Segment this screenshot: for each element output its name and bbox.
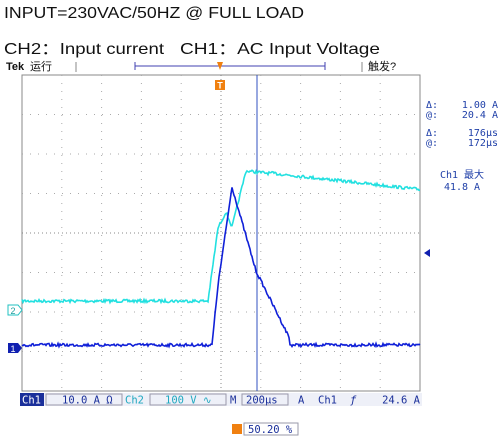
box xyxy=(45,393,123,406)
status-timebase: 200µs xyxy=(246,395,278,407)
grid xyxy=(22,75,420,391)
ch1-marker-box xyxy=(8,343,22,353)
trigger-marker-box xyxy=(215,80,225,90)
ch1-caption: CH1：AC Input Voltage xyxy=(180,41,380,58)
trigger-pos-icon xyxy=(232,424,242,434)
ch1-marker: 1 xyxy=(10,344,15,354)
status-ch1-scale: 10.0 A Ω xyxy=(62,395,113,407)
trigger-state: 触发? xyxy=(368,59,396,73)
readout-value: 20.4 A xyxy=(462,110,498,121)
ch2-marker-box xyxy=(7,304,23,316)
readout-value: 1.00 A xyxy=(462,100,498,111)
trigger-level-arrow xyxy=(424,249,430,257)
status-a: A xyxy=(298,395,305,407)
box xyxy=(241,393,289,406)
box xyxy=(149,393,227,406)
readout-value: 172µs xyxy=(468,138,498,149)
brand: Tek xyxy=(6,61,25,73)
trigger-position: 50.20 % xyxy=(248,424,293,436)
status-ch2: Ch2 xyxy=(125,395,144,407)
status-trig-level: 24.6 A xyxy=(382,395,421,407)
measurement-value: 41.8 A xyxy=(444,182,480,193)
run-state: 运行 xyxy=(30,60,52,73)
measurement-label: Ch1 最大 xyxy=(440,168,484,181)
status-bar xyxy=(20,393,422,406)
readout-symbol: Δ: xyxy=(426,100,438,111)
caption: INPUT=230VAC/50HZ @ FULL LOAD xyxy=(4,5,304,22)
status-trig-slope: ƒ xyxy=(350,395,357,407)
readout-symbol: @: xyxy=(426,110,438,121)
readouts: Δ: 1.00 A @: 20.4 A Δ: 176µs @: 172µs xyxy=(426,100,498,149)
trigger-pointer xyxy=(217,62,223,70)
ch1-tag xyxy=(20,393,44,406)
readout-value: 176µs xyxy=(468,128,498,139)
ch2-marker: 2 xyxy=(10,306,15,316)
readout-symbol: Δ: xyxy=(426,128,438,139)
status-ch2-scale: 100 V ∿ xyxy=(165,395,212,407)
trigger-marker: T xyxy=(217,81,223,91)
readout-symbol: @: xyxy=(426,138,438,149)
ch1-trace xyxy=(21,187,421,349)
ch2-trace xyxy=(21,168,421,305)
ch2-caption: CH2：Input current xyxy=(4,41,165,58)
status-trig-source: Ch1 xyxy=(318,395,337,407)
box xyxy=(243,422,299,436)
status-m: M xyxy=(230,395,236,407)
status-ch1: Ch1 xyxy=(22,395,41,407)
